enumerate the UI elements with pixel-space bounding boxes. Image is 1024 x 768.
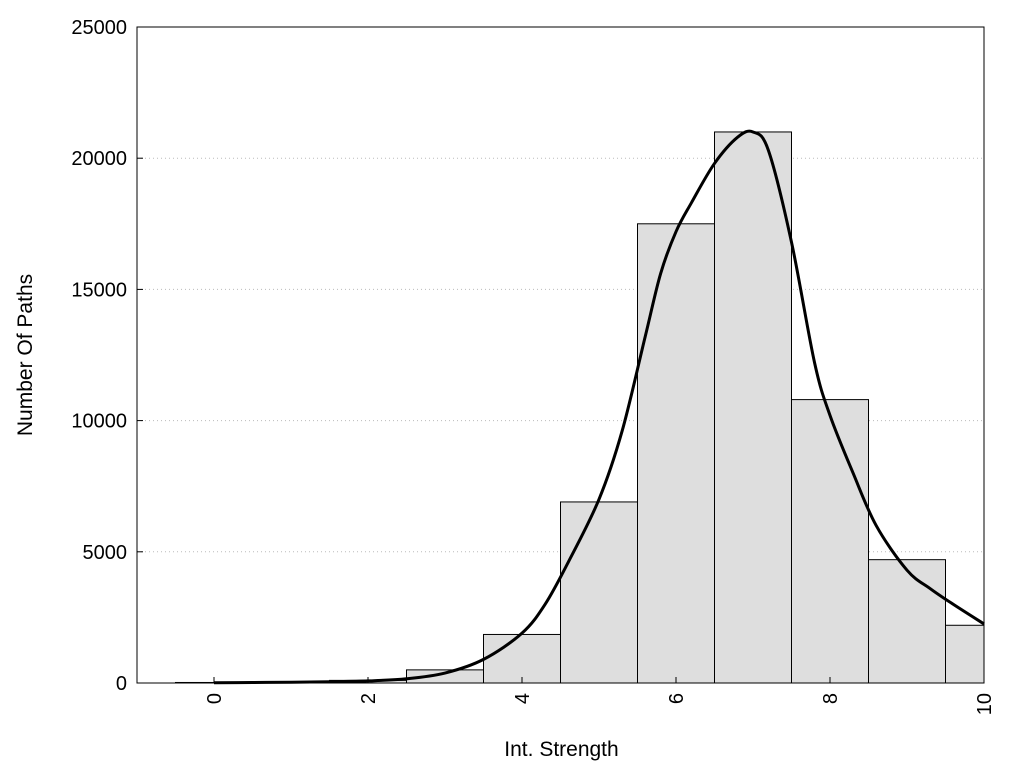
y-tick-label: 15000: [71, 279, 127, 301]
density-curve: [213, 129, 985, 685]
y-tick-label: 10000: [71, 411, 127, 433]
histogram-bar: [791, 399, 869, 684]
histogram-bar: [637, 223, 715, 684]
density-curve-layer: [213, 129, 985, 685]
histogram-bar: [714, 131, 792, 684]
plot-frame: [136, 26, 985, 684]
x-tick-label: 8: [820, 693, 842, 704]
histogram-bar: [868, 559, 946, 684]
y-axis-ticks: 0 5000 10000 15000 20000 25000: [71, 17, 143, 695]
x-tick-label: 0: [204, 693, 226, 704]
histogram-bar: [560, 501, 638, 684]
x-tick-label: 6: [666, 693, 688, 704]
histogram-bars: [175, 131, 985, 684]
y-tick-label: 0: [116, 673, 127, 695]
x-axis-ticks: 0 2 4 6 8 10: [204, 677, 996, 715]
x-tick-label: 4: [512, 693, 534, 704]
histogram-bar: [483, 633, 561, 684]
x-axis-title: Int. Strength: [504, 738, 618, 761]
histogram-bar: [945, 624, 985, 684]
y-tick-label: 25000: [71, 17, 127, 39]
y-axis-title: Number Of Paths: [14, 274, 37, 436]
x-tick-label: 2: [358, 693, 380, 704]
y-tick-label: 20000: [71, 148, 127, 170]
y-tick-label: 5000: [83, 542, 128, 564]
x-tick-label: 10: [974, 693, 996, 715]
